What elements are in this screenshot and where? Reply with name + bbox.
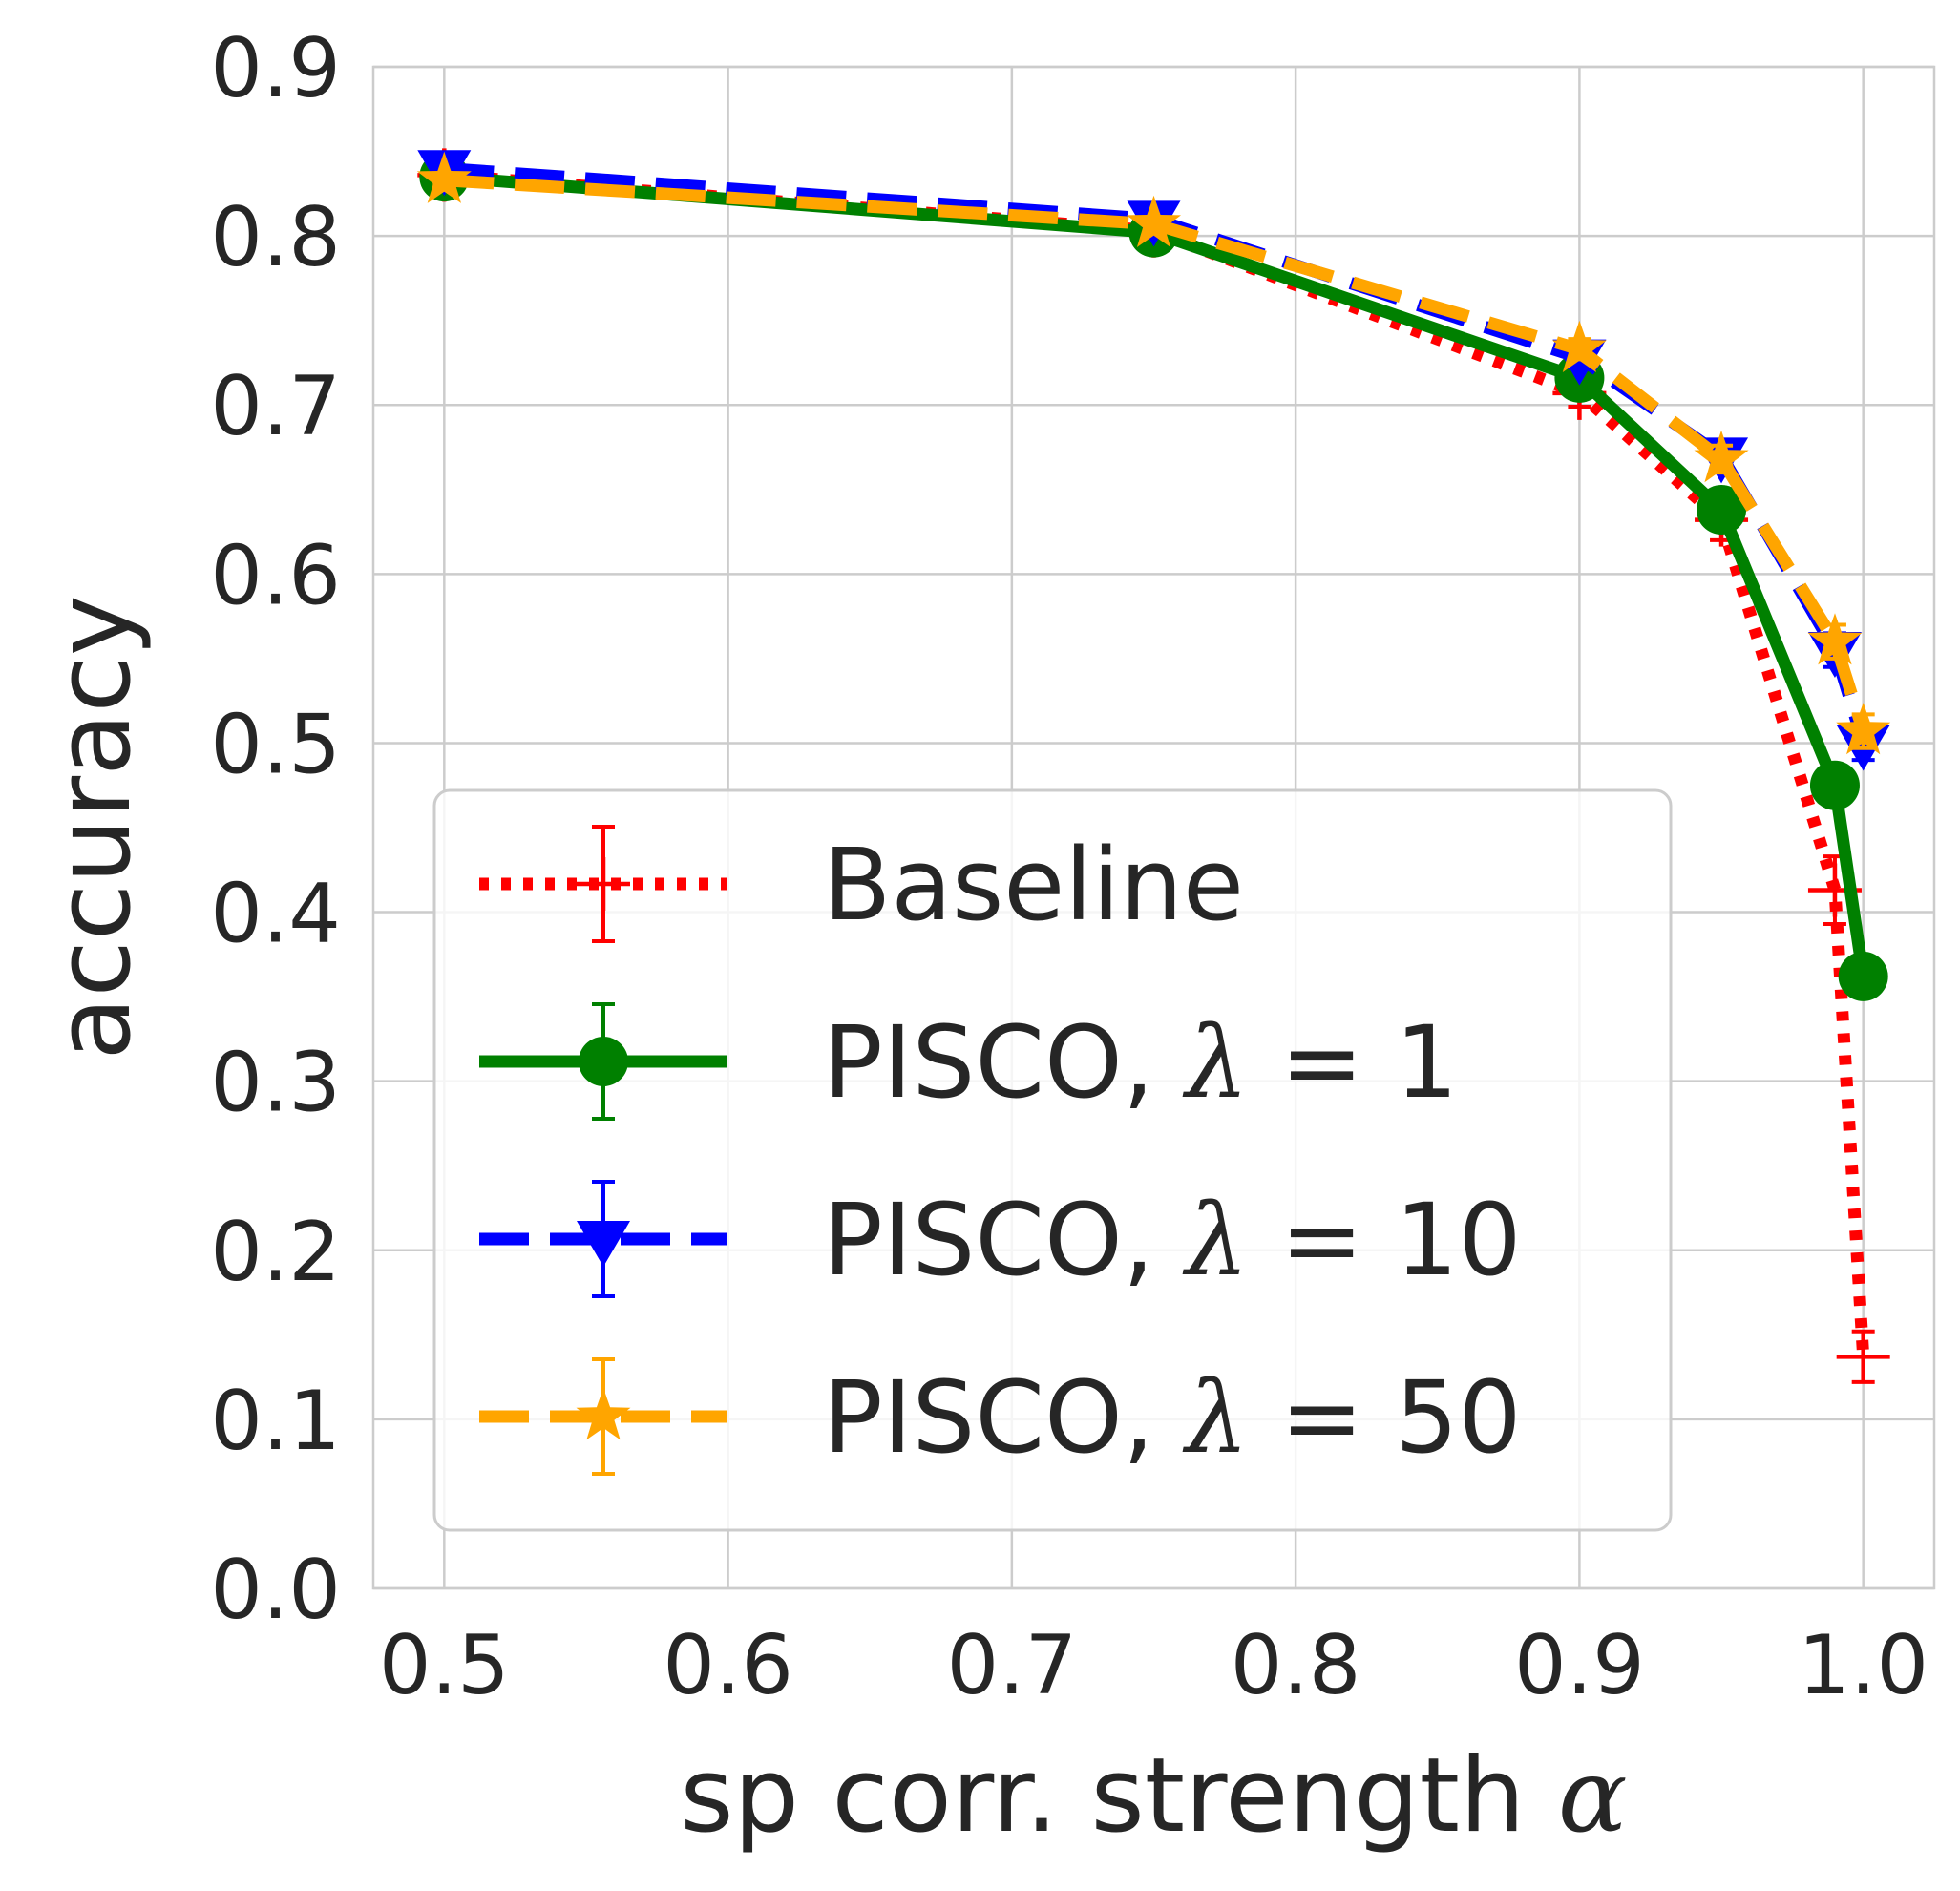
data-point	[1809, 760, 1860, 810]
legend-marker	[579, 1037, 628, 1086]
data-point	[1807, 613, 1863, 665]
legend-label: PISCO, λ = 1	[823, 1004, 1458, 1121]
x-tick-label: 1.0	[1798, 1618, 1928, 1713]
y-axis-label: accuracy	[34, 595, 154, 1060]
y-tick-label: 0.6	[210, 528, 341, 623]
y-tick-labels: 0.0 0.1 0.2 0.3 0.4 0.5 0.6 0.7 0.8 0.9	[210, 21, 341, 1638]
legend-label: PISCO, λ = 10	[823, 1182, 1522, 1298]
series-line	[443, 170, 1870, 977]
y-tick-label: 0.3	[210, 1036, 341, 1131]
data-point	[1836, 1330, 1890, 1384]
x-axis-label: sp corr. strength α	[680, 1736, 1627, 1856]
data-point	[1838, 951, 1888, 1001]
legend-marker	[577, 857, 630, 911]
legend-item-2: PISCO, λ = 10	[479, 1180, 1522, 1298]
y-tick-label: 0.4	[210, 867, 341, 962]
data-point	[1836, 703, 1891, 755]
x-tick-labels: 0.5 0.6 0.7 0.8 0.9 1.0	[379, 1618, 1928, 1713]
x-tick-label: 0.6	[663, 1618, 793, 1713]
legend-item-0: Baseline	[479, 825, 1244, 943]
legend-frame	[432, 788, 1673, 1532]
x-tick-label: 0.5	[379, 1618, 510, 1713]
x-tick-label: 0.7	[946, 1618, 1077, 1713]
data-point	[1551, 320, 1607, 372]
legend-marker	[576, 1388, 631, 1440]
x-tick-label: 0.8	[1231, 1618, 1361, 1713]
y-tick-label: 0.0	[210, 1543, 341, 1638]
y-tick-label: 0.5	[210, 697, 341, 792]
legend-marker	[577, 1221, 630, 1267]
legend-label: Baseline	[823, 827, 1244, 943]
legend-item-1: PISCO, λ = 1	[479, 1002, 1458, 1121]
legend: Baseline PISCO, λ = 1 PISCO, λ = 10 PISCO, …	[432, 788, 1673, 1532]
y-tick-label: 0.2	[210, 1205, 341, 1300]
y-tick-label: 0.8	[210, 190, 341, 285]
y-tick-label: 0.9	[210, 21, 341, 116]
data-point	[1697, 485, 1747, 536]
series-3	[416, 151, 1891, 755]
series-line	[443, 174, 1869, 733]
legend-item-3: PISCO, λ = 50	[479, 1357, 1522, 1476]
plot-frame	[371, 65, 1936, 1590]
y-tick-label: 0.1	[210, 1374, 341, 1469]
data-point	[1127, 195, 1181, 247]
x-tick-label: 0.9	[1514, 1618, 1645, 1713]
series-layer	[416, 148, 1891, 1384]
data-point	[1694, 430, 1749, 483]
y-tick-label: 0.7	[210, 359, 341, 454]
data-point	[416, 151, 472, 203]
legend-label: PISCO, λ = 50	[823, 1359, 1522, 1476]
